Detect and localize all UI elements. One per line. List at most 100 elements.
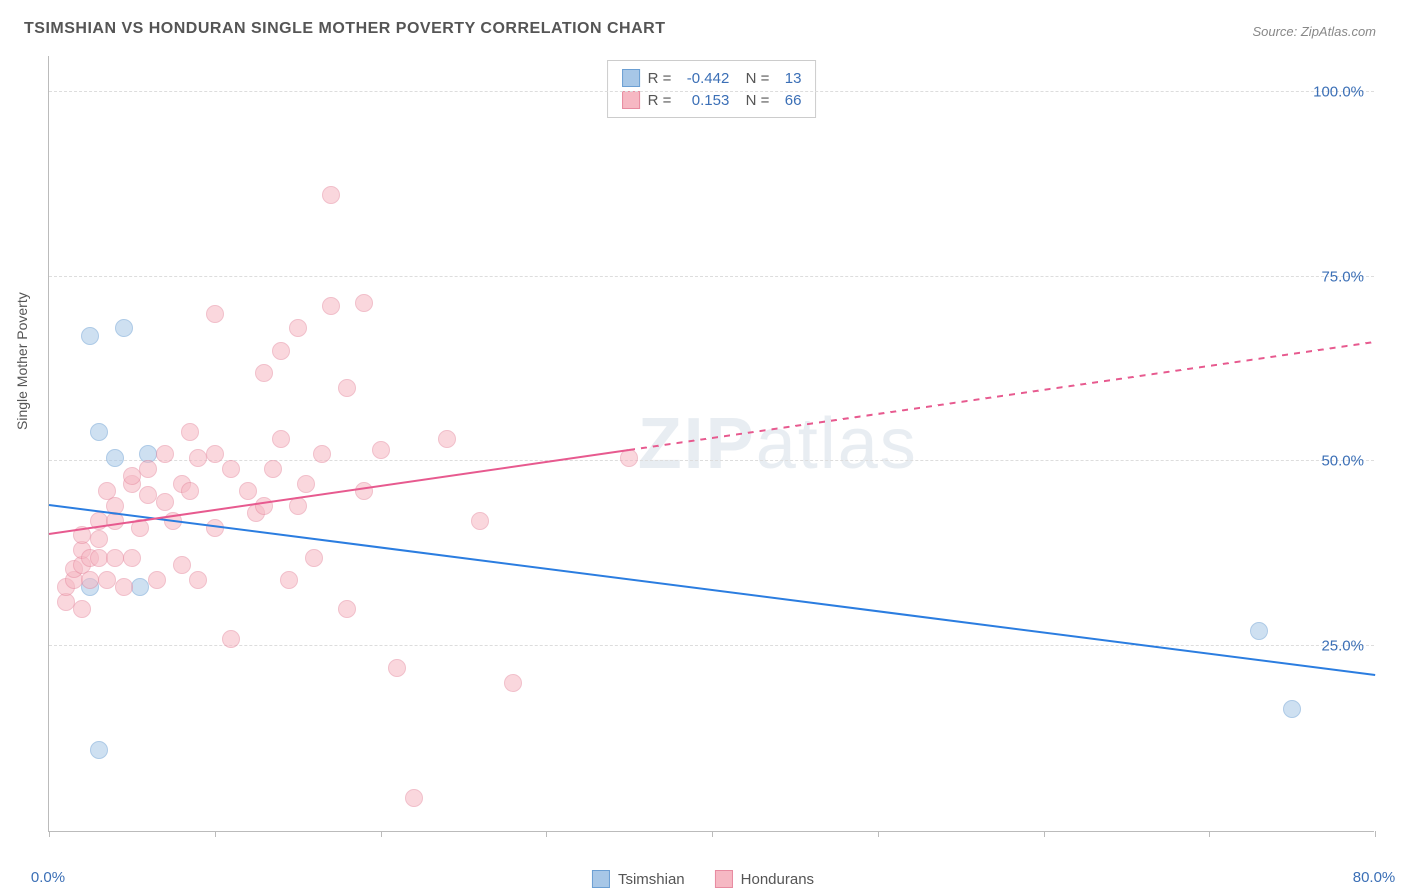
scatter-point xyxy=(206,305,224,323)
x-tick xyxy=(49,831,50,837)
n-value: 66 xyxy=(777,92,801,109)
trend-line xyxy=(49,504,1375,676)
scatter-point xyxy=(322,186,340,204)
scatter-point xyxy=(322,297,340,315)
y-axis-label: Single Mother Poverty xyxy=(14,292,30,430)
x-tick-label-left: 0.0% xyxy=(31,869,65,886)
scatter-point xyxy=(206,445,224,463)
scatter-point xyxy=(181,423,199,441)
scatter-point xyxy=(90,549,108,567)
scatter-point xyxy=(90,741,108,759)
r-label: R = xyxy=(648,92,672,109)
scatter-point xyxy=(338,379,356,397)
trend-line xyxy=(629,341,1375,451)
scatter-point xyxy=(115,319,133,337)
scatter-point xyxy=(272,342,290,360)
scatter-point xyxy=(372,441,390,459)
scatter-point xyxy=(139,486,157,504)
x-tick xyxy=(1209,831,1210,837)
x-tick xyxy=(878,831,879,837)
scatter-point xyxy=(471,512,489,530)
scatter-point xyxy=(222,630,240,648)
scatter-point xyxy=(90,423,108,441)
x-tick xyxy=(1375,831,1376,837)
gridline xyxy=(49,460,1374,461)
scatter-point xyxy=(504,674,522,692)
scatter-point xyxy=(355,294,373,312)
scatter-point xyxy=(173,556,191,574)
gridline xyxy=(49,91,1374,92)
scatter-point xyxy=(106,549,124,567)
legend-item: Tsimshian xyxy=(592,870,685,888)
x-tick xyxy=(381,831,382,837)
legend-label: Tsimshian xyxy=(618,871,685,888)
x-tick xyxy=(712,831,713,837)
scatter-point xyxy=(1283,700,1301,718)
scatter-point xyxy=(189,449,207,467)
n-label: N = xyxy=(737,70,769,87)
scatter-point xyxy=(189,571,207,589)
n-value: 13 xyxy=(777,70,801,87)
scatter-point xyxy=(131,578,149,596)
scatter-point xyxy=(90,530,108,548)
scatter-point xyxy=(388,659,406,677)
scatter-point xyxy=(123,549,141,567)
legend-swatch xyxy=(622,91,640,109)
scatter-point xyxy=(81,571,99,589)
y-tick-label: 75.0% xyxy=(1321,268,1364,285)
scatter-point xyxy=(264,460,282,478)
scatter-point xyxy=(222,460,240,478)
scatter-point xyxy=(255,497,273,515)
legend-swatch xyxy=(715,870,733,888)
scatter-point xyxy=(81,327,99,345)
watermark-light: atlas xyxy=(756,404,918,484)
legend-swatch xyxy=(592,870,610,888)
scatter-point xyxy=(98,571,116,589)
y-tick-label: 25.0% xyxy=(1321,638,1364,655)
correlation-stats-box: R = -0.442 N = 13R = 0.153 N = 66 xyxy=(607,60,817,118)
stats-row: R = 0.153 N = 66 xyxy=(622,89,802,111)
scatter-point xyxy=(115,578,133,596)
scatter-point xyxy=(297,475,315,493)
scatter-point xyxy=(289,319,307,337)
scatter-point xyxy=(338,600,356,618)
scatter-point xyxy=(73,600,91,618)
r-label: R = xyxy=(648,70,672,87)
scatter-point xyxy=(156,445,174,463)
scatter-point xyxy=(139,460,157,478)
y-tick-label: 100.0% xyxy=(1313,83,1364,100)
chart-title: TSIMSHIAN VS HONDURAN SINGLE MOTHER POVE… xyxy=(24,20,665,38)
n-label: N = xyxy=(737,92,769,109)
bottom-legend: Tsimshian Hondurans xyxy=(592,870,814,888)
legend-swatch xyxy=(622,69,640,87)
scatter-point xyxy=(438,430,456,448)
scatter-point xyxy=(272,430,290,448)
x-tick xyxy=(1044,831,1045,837)
scatter-point xyxy=(106,449,124,467)
r-value: -0.442 xyxy=(679,70,729,87)
scatter-point xyxy=(123,467,141,485)
x-tick xyxy=(215,831,216,837)
scatter-point xyxy=(239,482,257,500)
scatter-chart: ZIPatlas R = -0.442 N = 13R = 0.153 N = … xyxy=(48,56,1374,832)
scatter-point xyxy=(280,571,298,589)
x-tick-label-right: 80.0% xyxy=(1353,869,1396,886)
scatter-point xyxy=(313,445,331,463)
gridline xyxy=(49,276,1374,277)
scatter-point xyxy=(1250,622,1268,640)
legend-label: Hondurans xyxy=(741,871,814,888)
scatter-point xyxy=(405,789,423,807)
r-value: 0.153 xyxy=(679,92,729,109)
y-tick-label: 50.0% xyxy=(1321,453,1364,470)
scatter-point xyxy=(255,364,273,382)
stats-row: R = -0.442 N = 13 xyxy=(622,67,802,89)
scatter-point xyxy=(305,549,323,567)
watermark-bold: ZIP xyxy=(638,404,756,484)
x-tick xyxy=(546,831,547,837)
gridline xyxy=(49,645,1374,646)
scatter-point xyxy=(355,482,373,500)
scatter-point xyxy=(181,482,199,500)
source-label: Source: ZipAtlas.com xyxy=(1252,24,1376,39)
scatter-point xyxy=(156,493,174,511)
scatter-point xyxy=(148,571,166,589)
